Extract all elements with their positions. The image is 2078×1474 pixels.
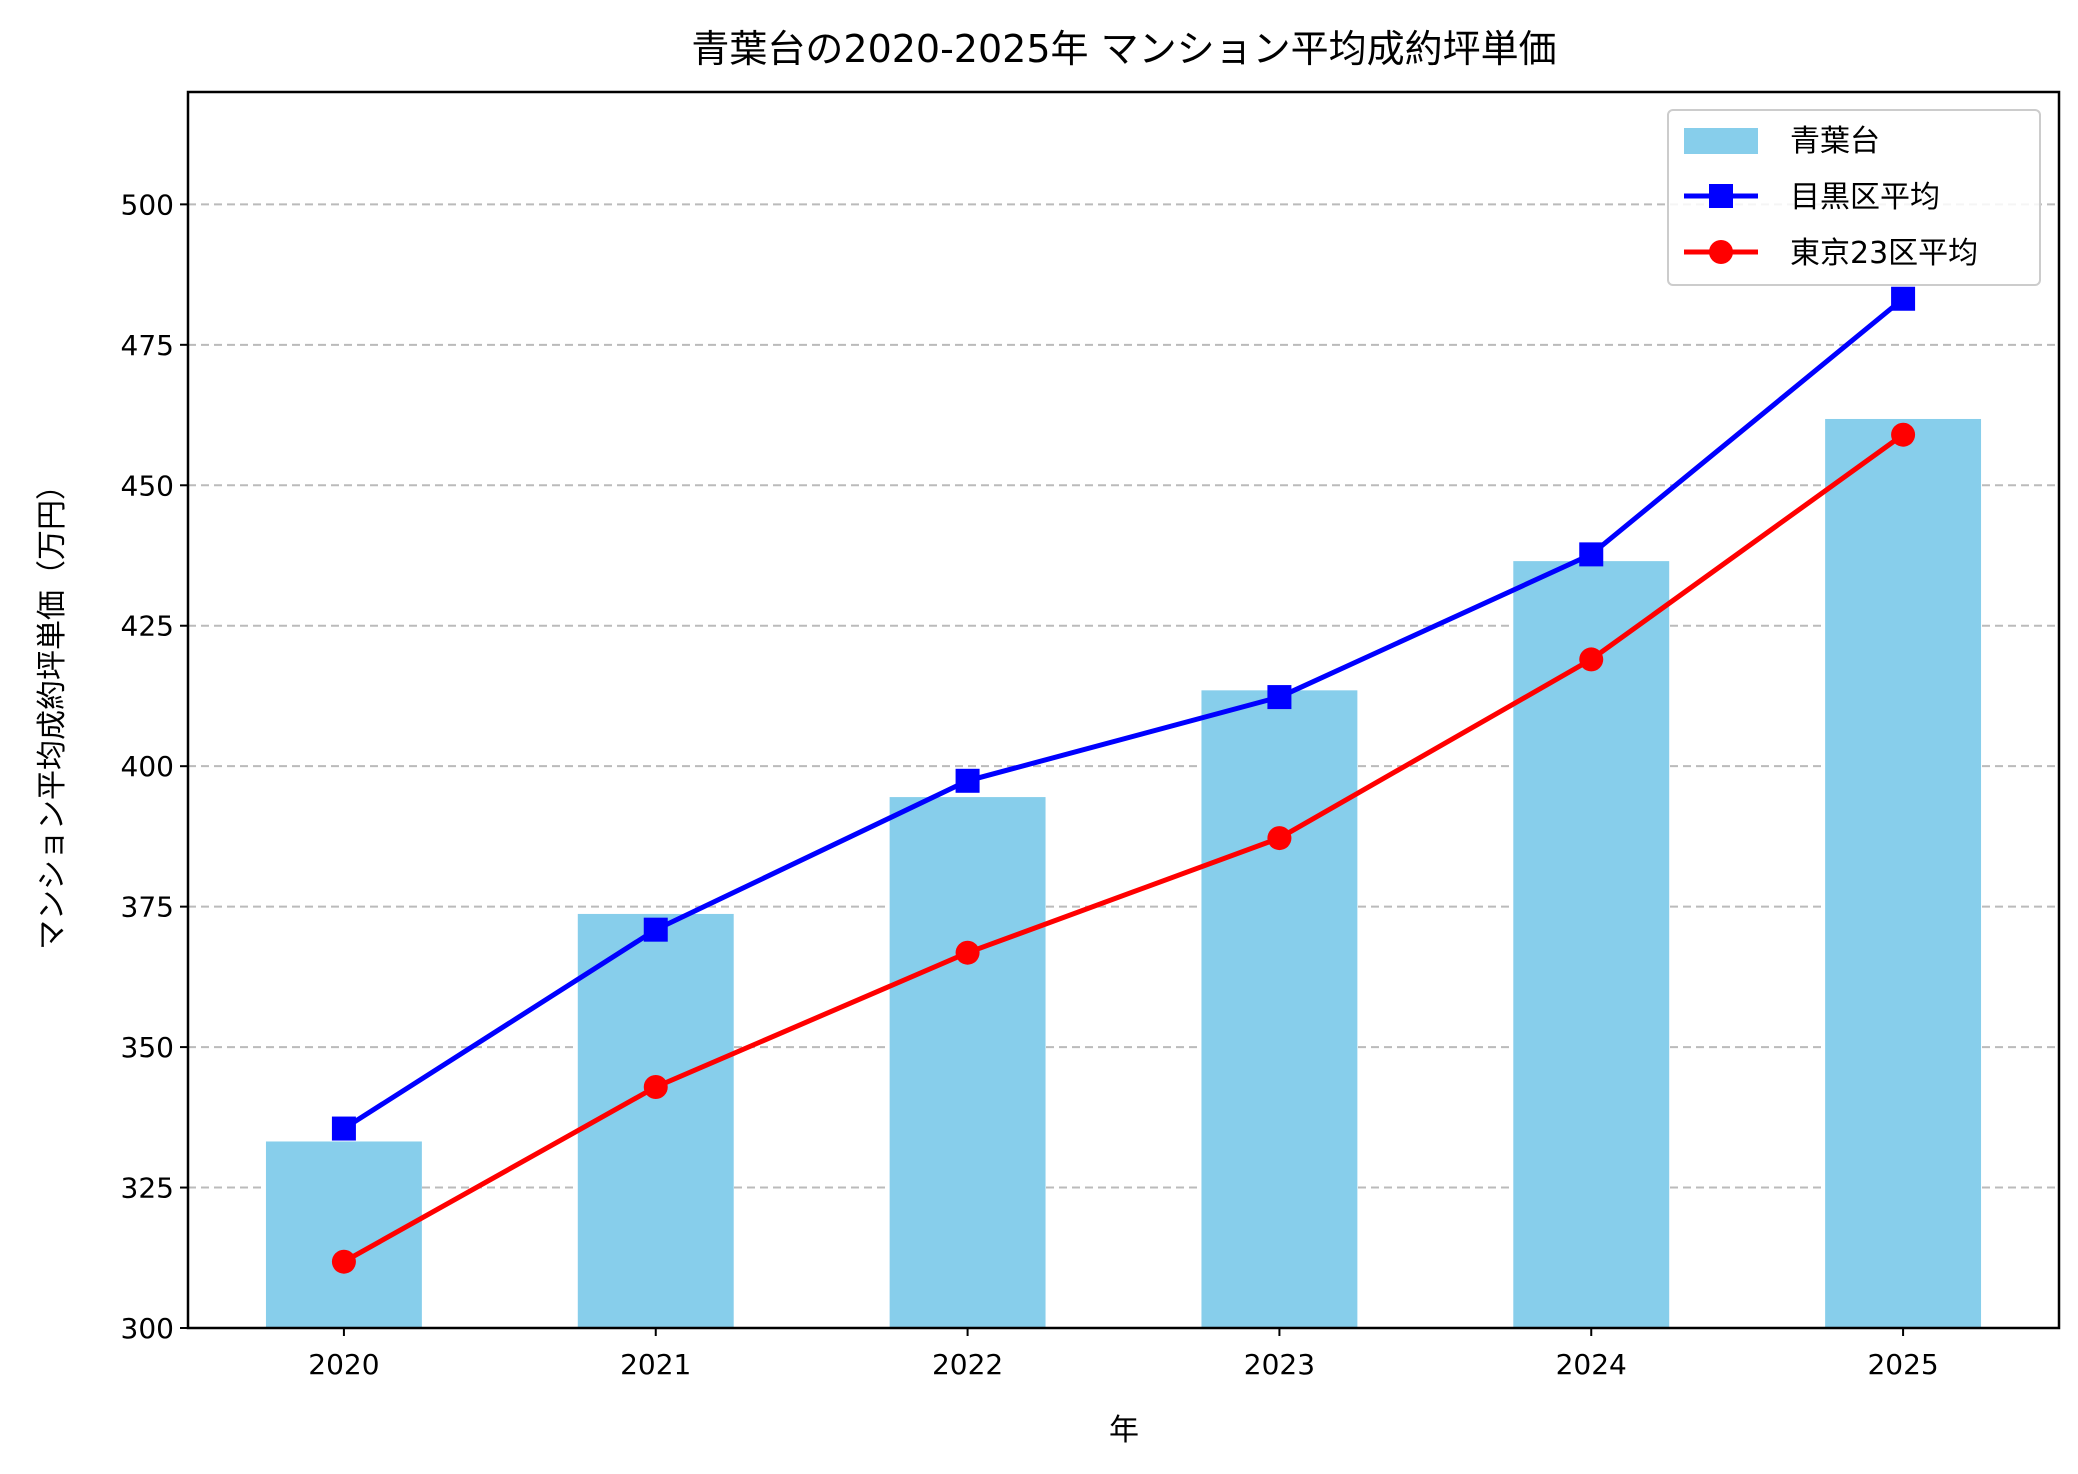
legend-box [1667,109,2041,286]
y-axis-label: マンション平均成約坪単価（万円） [35,470,70,950]
circle-marker [1891,422,1916,447]
bar-2021 [577,913,734,1328]
x-tick-label: 2020 [308,1348,379,1381]
grid [188,203,2059,1189]
x-tick-label: 2023 [1244,1348,1315,1381]
square-marker [1579,542,1604,567]
y-tick-label: 350 [121,1031,174,1064]
x-axis: 2020 2021 2022 2023 2024 2025 [308,1328,1939,1381]
y-tick-label: 425 [121,610,174,643]
y-axis: 300 325 350 375 400 425 450 475 500 [121,188,188,1345]
x-axis-label: 年 [1109,1413,1139,1448]
square-marker [1891,286,1916,311]
square-marker [1267,685,1292,710]
bar-2022 [889,797,1046,1328]
series-line-2 [342,432,1905,1264]
x-tick-label: 2021 [620,1348,691,1381]
bar-2020 [265,1141,422,1328]
square-marker [331,1116,356,1141]
legend-label: 東京23区平均 [1790,236,1978,271]
legend-label: 目黒区平均 [1790,180,1940,215]
plot-frame [186,90,2061,1330]
y-tick-label: 475 [121,329,174,362]
circle-marker [1267,826,1292,851]
square-marker-icon [1709,184,1733,208]
bar-2025 [1825,418,1982,1329]
x-tick-label: 2024 [1556,1348,1627,1381]
circle-marker [1579,647,1604,672]
chart-title: 青葉台の2020-2025年 マンション平均成約坪単価 [691,27,1556,71]
x-tick-label: 2025 [1867,1348,1938,1381]
bar-2024 [1513,561,1670,1328]
series-line-1 [342,296,1905,1131]
circle-marker [331,1249,356,1274]
square-marker [643,917,668,942]
circle-marker-icon [1709,240,1733,264]
y-tick-label: 500 [121,188,174,221]
circle-marker [955,940,980,965]
y-tick-label: 325 [121,1172,174,1205]
square-marker [955,768,980,793]
circle-marker [643,1074,668,1099]
y-tick-label: 450 [121,469,174,502]
lines [331,286,1916,1274]
legend-swatch-bar [1684,128,1758,154]
legend-label: 青葉台 [1790,124,1880,159]
y-tick-label: 300 [121,1312,174,1345]
x-tick-label: 2022 [932,1348,1003,1381]
y-tick-label: 400 [121,750,174,783]
bar-2023 [1201,690,1358,1328]
y-tick-label: 375 [121,891,174,924]
bars [265,418,1982,1329]
